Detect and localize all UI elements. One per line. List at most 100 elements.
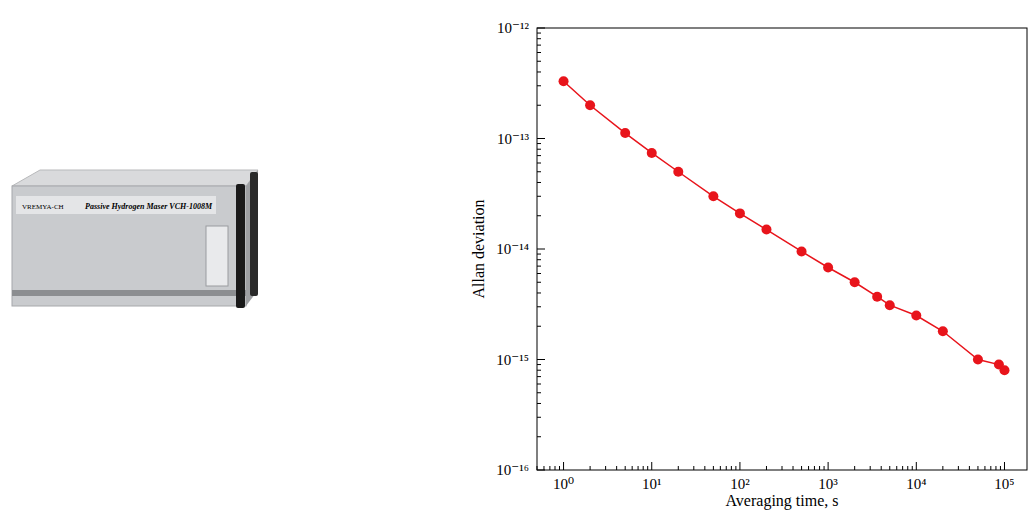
minor-tick — [814, 466, 815, 470]
minor-tick — [590, 466, 591, 470]
minor-tick — [942, 466, 943, 470]
data-point — [823, 263, 833, 273]
y-tick — [537, 359, 545, 360]
minor-tick — [537, 376, 541, 377]
minor-tick — [537, 163, 541, 164]
y-tick-label: 10⁻¹⁴ — [496, 241, 529, 257]
data-point — [885, 300, 895, 310]
y-tick-label: 10⁻¹⁶ — [496, 462, 529, 478]
minor-tick — [559, 466, 560, 470]
x-tick-label: 10⁴ — [906, 476, 926, 492]
minor-tick — [537, 266, 541, 267]
minor-tick — [537, 259, 541, 260]
minor-tick — [726, 466, 727, 470]
minor-tick — [647, 466, 648, 470]
minor-tick — [537, 85, 541, 86]
minor-tick — [854, 466, 855, 470]
data-point — [708, 191, 718, 201]
minor-tick — [537, 196, 541, 197]
data-point — [559, 76, 569, 86]
device-side — [246, 170, 258, 306]
minor-tick — [907, 466, 908, 470]
data-point — [735, 208, 745, 218]
minor-tick — [537, 33, 541, 34]
minor-tick — [969, 466, 970, 470]
minor-tick — [977, 466, 978, 470]
y-tick-label: 10⁻¹⁵ — [496, 352, 529, 368]
minor-tick — [537, 143, 541, 144]
minor-tick — [537, 436, 541, 437]
x-tick — [916, 462, 917, 470]
data-point — [620, 128, 630, 138]
minor-tick — [537, 45, 541, 46]
minor-tick — [537, 182, 541, 183]
x-tick-label: 10³ — [818, 476, 838, 492]
device-illustration: VREMYA-CHPassive Hydrogen Maser VCH-1008… — [12, 170, 258, 308]
figure: VREMYA-CHPassive Hydrogen Maser VCH-1008… — [0, 0, 1032, 513]
minor-tick — [896, 466, 897, 470]
minor-tick — [537, 254, 541, 255]
device-base — [12, 290, 246, 296]
minor-tick — [990, 466, 991, 470]
minor-tick — [537, 52, 541, 53]
minor-tick — [549, 466, 550, 470]
minor-tick — [537, 149, 541, 150]
minor-tick — [766, 466, 767, 470]
minor-tick — [801, 466, 802, 470]
data-line — [564, 81, 1005, 370]
x-tick — [828, 462, 829, 470]
y-tick — [537, 470, 545, 471]
minor-tick — [638, 466, 639, 470]
axes: 10⁰10¹10²10³10⁴10⁵10⁻¹⁶10⁻¹⁵10⁻¹⁴10⁻¹³10… — [470, 20, 1027, 510]
minor-tick — [881, 466, 882, 470]
y-tick — [537, 249, 545, 250]
data-point — [911, 311, 921, 321]
minor-tick — [537, 384, 541, 385]
minor-tick — [678, 466, 679, 470]
x-tick — [651, 462, 652, 470]
device-top — [12, 170, 258, 186]
device-handle — [250, 172, 258, 296]
y-tick-label: 10⁻¹² — [497, 20, 529, 36]
minor-tick — [537, 326, 541, 327]
x-tick-label: 10⁰ — [553, 476, 574, 492]
minor-tick — [543, 466, 544, 470]
minor-tick — [625, 466, 626, 470]
minor-tick — [713, 466, 714, 470]
minor-tick — [958, 466, 959, 470]
minor-tick — [824, 466, 825, 470]
data-point — [938, 326, 948, 336]
minor-tick — [605, 466, 606, 470]
minor-tick — [889, 466, 890, 470]
minor-tick — [995, 466, 996, 470]
minor-tick — [793, 466, 794, 470]
minor-tick — [537, 71, 541, 72]
x-axis-title: Averaging time, s — [725, 492, 838, 510]
minor-tick — [537, 306, 541, 307]
plot-frame — [537, 28, 1027, 470]
data-point — [872, 292, 882, 302]
minor-tick — [555, 466, 556, 470]
data-point — [647, 148, 657, 158]
minor-tick — [537, 282, 541, 283]
minor-tick — [537, 403, 541, 404]
series — [559, 76, 1010, 375]
device-model: Passive Hydrogen Maser VCH-1008M — [85, 202, 213, 211]
x-tick-label: 10⁵ — [994, 476, 1014, 492]
data-point — [585, 100, 595, 110]
device-front — [12, 186, 246, 306]
y-tick — [537, 138, 545, 139]
minor-tick — [704, 466, 705, 470]
minor-tick — [537, 466, 538, 470]
device-handle — [236, 184, 245, 308]
minor-tick — [537, 38, 541, 39]
minor-tick — [537, 392, 541, 393]
data-point — [797, 246, 807, 256]
device-strip — [16, 196, 216, 214]
x-tick — [739, 462, 740, 470]
minor-tick — [782, 466, 783, 470]
minor-tick — [616, 466, 617, 470]
minor-tick — [1000, 466, 1001, 470]
minor-tick — [984, 466, 985, 470]
data-point — [999, 365, 1009, 375]
